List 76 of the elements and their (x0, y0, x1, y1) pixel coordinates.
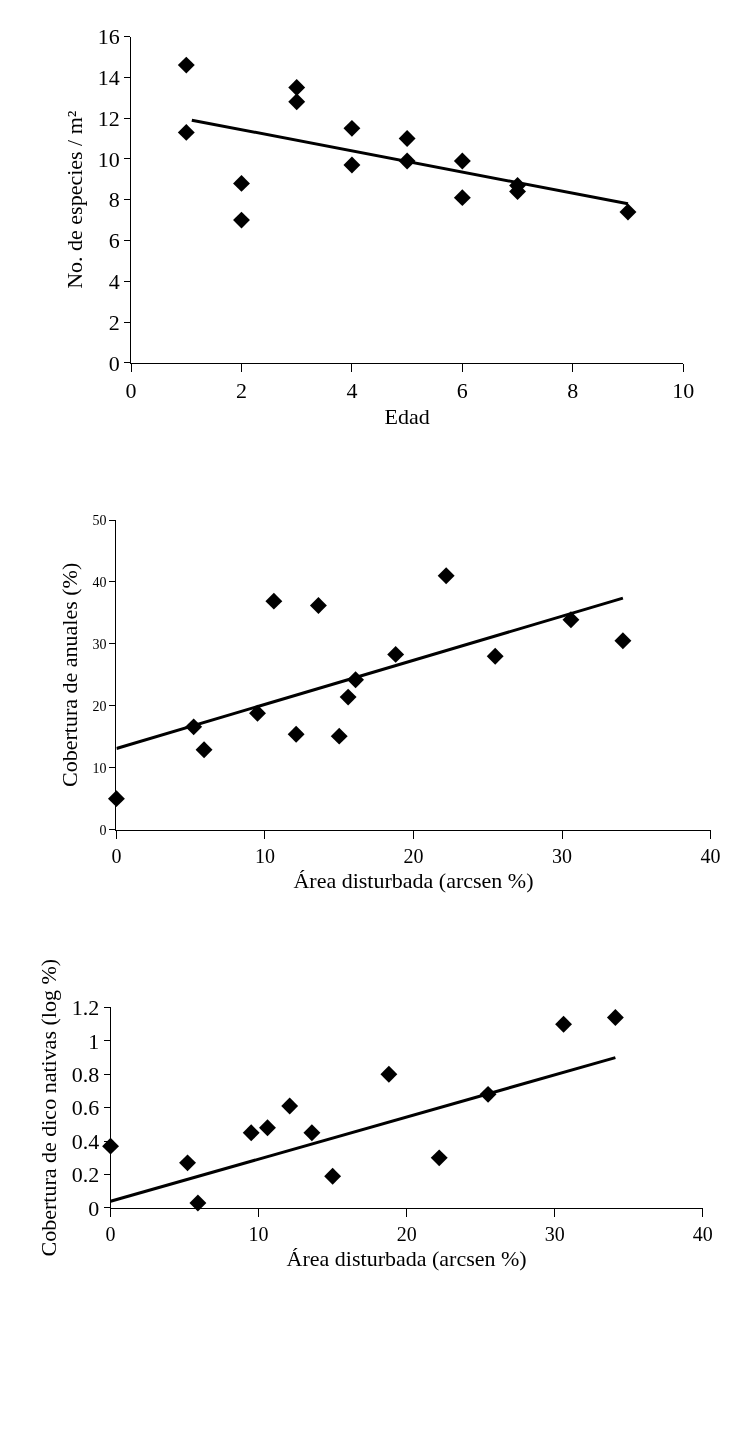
x-tick-label: 0 (125, 378, 137, 404)
point (288, 93, 306, 111)
point (189, 1194, 207, 1212)
point (453, 189, 471, 207)
point (430, 1149, 448, 1167)
point (619, 203, 637, 221)
y-tick-label: 0.2 (71, 1162, 100, 1188)
point (242, 1124, 260, 1142)
y-tick-label: 0 (108, 350, 120, 376)
x-axis-title: Edad (384, 404, 430, 430)
point (309, 597, 327, 614)
point (343, 156, 361, 174)
point (562, 611, 580, 629)
point (303, 1124, 321, 1142)
point (265, 592, 283, 610)
x-tick-label: 6 (456, 378, 468, 404)
point (233, 211, 250, 229)
point (177, 56, 195, 74)
y-axis-title: No. de especies / m² (62, 110, 88, 289)
y-tick-label: 0.4 (71, 1128, 100, 1154)
y-tick-label: 20 (92, 698, 107, 714)
y-tick-label: 2 (108, 309, 120, 335)
point (330, 727, 348, 745)
point (387, 645, 405, 663)
x-tick-label: 20 (403, 844, 424, 867)
x-axis-title: Área disturbada (arcsen %) (286, 1245, 527, 1271)
point (437, 567, 455, 585)
point (486, 647, 504, 665)
x-tick-label: 10 (254, 844, 275, 867)
x-tick-label: 2 (236, 378, 247, 404)
x-tick-label: 20 (396, 1222, 417, 1245)
y-axis-title: Cobertura de anuales (%) (57, 562, 83, 787)
point (606, 1009, 624, 1026)
y-tick-label: 0.8 (71, 1062, 100, 1088)
point (398, 130, 416, 147)
point (287, 725, 305, 743)
y-tick-label: 4 (108, 268, 120, 294)
y-tick-label: 12 (97, 105, 120, 131)
y-tick-label: 1 (88, 1028, 100, 1054)
point (281, 1097, 299, 1115)
x-tick-label: 30 (544, 1222, 565, 1245)
y-tick-label: 30 (92, 636, 107, 652)
y-tick-label: 10 (92, 760, 107, 776)
y-tick-label: 14 (97, 65, 120, 91)
point (177, 123, 195, 141)
y-tick-label: 0 (88, 1195, 100, 1221)
x-tick-label: 40 (700, 844, 721, 867)
x-tick-label: 4 (346, 378, 358, 404)
point (259, 1119, 276, 1137)
x-tick-label: 10 (672, 378, 695, 404)
point (288, 79, 306, 96)
y-tick-label: 0.6 (71, 1095, 100, 1121)
point (555, 1015, 573, 1033)
point (339, 688, 357, 706)
point (453, 152, 471, 170)
y-tick-label: 1.2 (71, 995, 100, 1021)
point (614, 632, 632, 650)
x-tick-label: 30 (552, 844, 573, 867)
point (343, 119, 361, 137)
x-tick-label: 8 (567, 378, 579, 404)
y-tick-label: 0 (99, 822, 107, 838)
point (179, 1154, 196, 1172)
y-tick-label: 6 (108, 228, 120, 254)
x-axis-title: Área disturbada (arcsen %) (293, 867, 534, 893)
y-tick-label: 8 (108, 187, 120, 213)
point (324, 1167, 342, 1185)
point (195, 741, 213, 759)
point (233, 174, 250, 192)
y-tick-label: 50 (92, 512, 107, 528)
point (380, 1065, 398, 1083)
x-tick-label: 40 (692, 1222, 713, 1245)
y-axis-title: Cobertura de dico nativas (log %) (36, 958, 62, 1257)
y-tick-label: 40 (92, 574, 107, 590)
y-tick-label: 10 (97, 146, 120, 172)
x-tick-label: 10 (248, 1222, 269, 1245)
y-tick-label: 16 (97, 24, 120, 50)
